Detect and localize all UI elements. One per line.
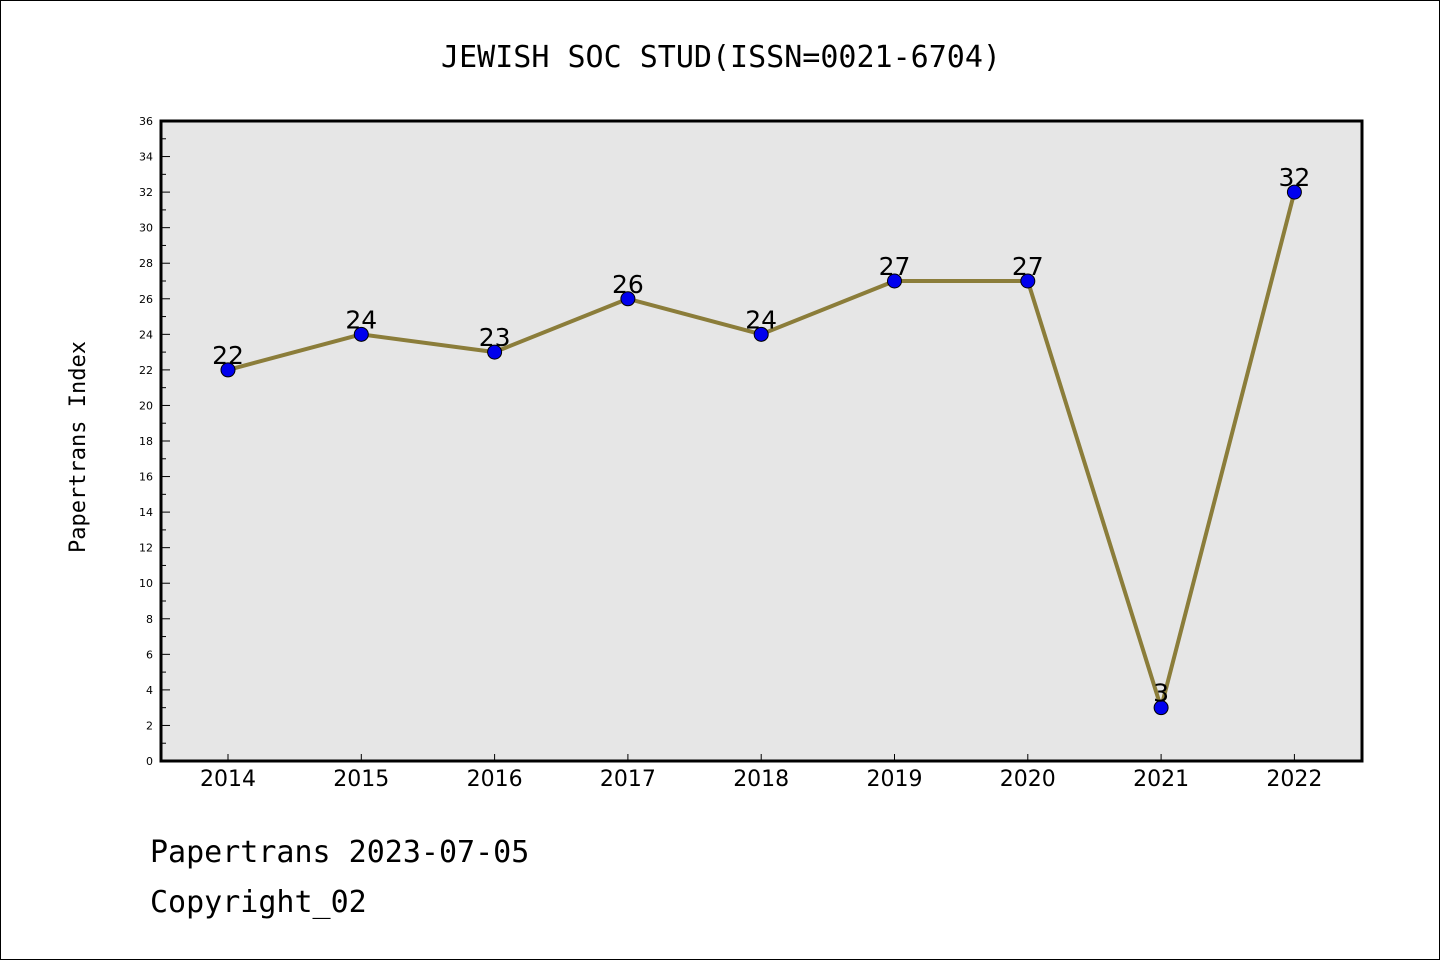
y-tick-label: 22	[139, 364, 153, 377]
y-tick-label: 24	[139, 328, 153, 341]
data-point	[1020, 273, 1036, 289]
x-tick-label: 2020	[1000, 767, 1056, 792]
data-point	[620, 291, 636, 307]
y-tick-label: 2	[146, 719, 153, 732]
y-tick-label: 8	[146, 613, 153, 626]
data-label: 24	[745, 305, 777, 334]
y-tick-label: 4	[146, 684, 153, 697]
data-point	[1153, 700, 1169, 716]
y-tick-label: 16	[139, 471, 153, 484]
x-tick-label: 2015	[333, 767, 389, 792]
y-tick-label: 12	[139, 542, 153, 555]
y-tick-label: 36	[139, 115, 153, 128]
y-tick-label: 0	[146, 755, 153, 768]
data-label: 27	[879, 252, 911, 281]
footer-copyright-text: Copyright_02	[150, 885, 367, 920]
y-tick-label: 18	[139, 435, 153, 448]
data-label: 24	[345, 305, 377, 334]
y-tick-label: 26	[139, 293, 153, 306]
data-point	[220, 362, 236, 378]
x-axis: 2014 2015 2016 2017 2018 2019 2020 2021 2022	[200, 754, 1322, 792]
x-tick-label: 2019	[867, 767, 923, 792]
x-tick-label: 2018	[733, 767, 789, 792]
x-tick-label: 2017	[600, 767, 656, 792]
data-label: 26	[612, 270, 644, 299]
y-tick-label: 34	[139, 151, 153, 164]
y-tick-label: 14	[139, 506, 153, 519]
plot-border	[159, 119, 1364, 763]
data-point	[887, 273, 902, 289]
x-tick-label: 2021	[1133, 767, 1189, 792]
y-tick-label: 20	[139, 399, 153, 412]
chart-title: JEWISH SOC STUD(ISSN=0021-6704)	[441, 40, 1001, 75]
data-labels: 22 24 23 26 24 27 27 3 32	[212, 163, 1310, 708]
y-tick-label: 32	[139, 186, 153, 199]
data-label: 3	[1153, 679, 1169, 708]
footer-date-text: Papertrans 2023-07-05	[150, 835, 530, 870]
y-tick-label: 28	[139, 257, 153, 270]
data-point	[353, 326, 369, 342]
data-point	[487, 344, 503, 360]
y-axis-label: Papertrans Index	[66, 341, 91, 553]
series	[220, 184, 1302, 716]
data-label: 27	[1012, 252, 1044, 281]
data-point	[753, 326, 769, 342]
data-label: 32	[1278, 163, 1310, 192]
data-label: 23	[479, 323, 511, 352]
data-label: 22	[212, 341, 244, 370]
y-tick-label: 10	[139, 577, 153, 590]
plot-area	[161, 121, 1362, 761]
y-tick-label: 30	[139, 222, 153, 235]
y-tick-label: 6	[146, 648, 153, 661]
x-tick-label: 2022	[1266, 767, 1322, 792]
x-tick-label: 2014	[200, 767, 256, 792]
x-tick-label: 2016	[467, 767, 523, 792]
data-point	[1286, 184, 1302, 200]
